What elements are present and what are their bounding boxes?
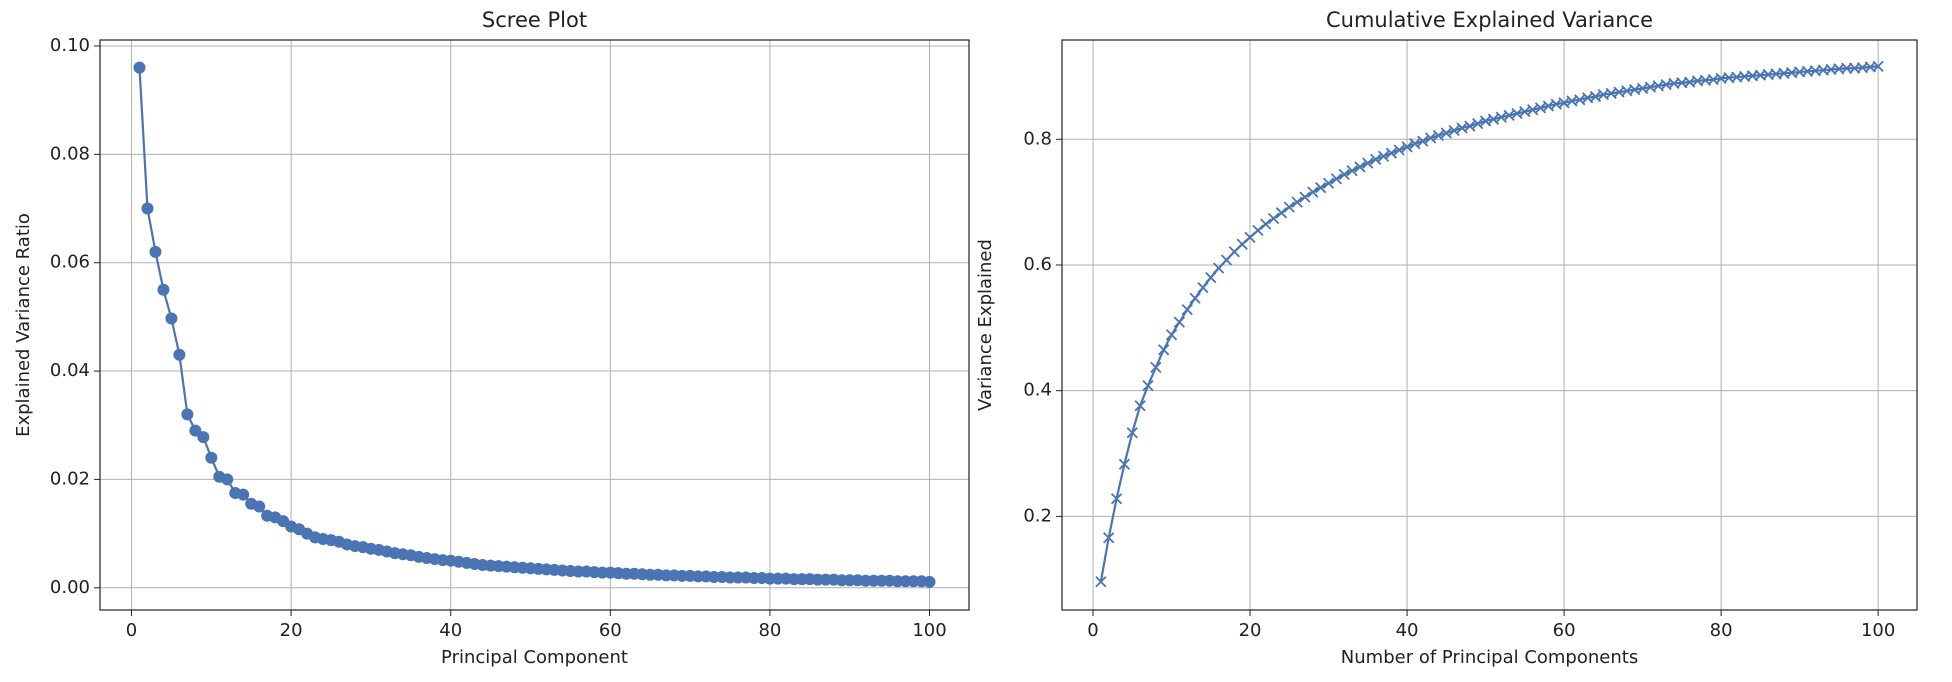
y-tick-label: 0.4 xyxy=(1023,380,1052,401)
data-point xyxy=(1424,132,1437,144)
data-point xyxy=(1260,218,1272,230)
y-tick-label: 0.2 xyxy=(1023,505,1052,526)
y-tick-label: 0.6 xyxy=(1023,254,1052,275)
x-tick-label: 0 xyxy=(1087,620,1098,641)
data-point xyxy=(1346,165,1358,177)
data-point xyxy=(181,408,194,421)
data-point xyxy=(1872,60,1884,73)
y-tick-label: 0.8 xyxy=(1023,128,1052,149)
data-point xyxy=(1322,177,1335,189)
data-point xyxy=(149,245,162,258)
data-point xyxy=(1252,224,1264,237)
y-tick-label: 0.10 xyxy=(50,35,90,56)
y-tick-label: 0.02 xyxy=(50,468,90,489)
data-point xyxy=(1401,141,1413,153)
data-point xyxy=(1417,135,1429,147)
data-point xyxy=(1095,576,1107,588)
data-point xyxy=(221,473,234,486)
data-point xyxy=(237,488,250,501)
data-point xyxy=(1440,127,1452,139)
y-tick-label: 0.08 xyxy=(50,143,90,164)
x-tick-label: 100 xyxy=(912,620,946,641)
data-point xyxy=(1158,344,1170,356)
x-tick-label: 60 xyxy=(599,620,622,641)
data-point xyxy=(1432,129,1445,142)
data-point xyxy=(1165,329,1178,341)
y-axis-label: Explained Variance Ratio xyxy=(13,213,34,437)
data-point xyxy=(1181,303,1193,316)
data-point xyxy=(1307,186,1319,198)
y-tick-label: 0.06 xyxy=(50,252,90,273)
data-point xyxy=(1197,281,1209,294)
data-point xyxy=(923,575,936,588)
data-point xyxy=(1299,191,1311,203)
data-point xyxy=(1385,147,1397,159)
x-axis-label: Principal Component xyxy=(441,647,628,668)
data-point xyxy=(1370,153,1382,166)
x-tick-label: 20 xyxy=(1239,620,1262,641)
x-tick-label: 40 xyxy=(439,620,462,641)
data-point xyxy=(1315,182,1327,194)
data-point xyxy=(1291,196,1303,208)
x-tick-label: 80 xyxy=(758,620,781,641)
data-point xyxy=(189,424,202,437)
data-point xyxy=(1283,201,1295,213)
data-point xyxy=(1409,138,1421,150)
data-point xyxy=(1205,271,1217,284)
data-point xyxy=(1103,532,1115,544)
x-tick-label: 20 xyxy=(280,620,303,641)
y-tick-label: 0.04 xyxy=(50,360,90,381)
x-tick-label: 0 xyxy=(126,620,137,641)
chart-title: Scree Plot xyxy=(482,8,587,32)
x-axis-label: Number of Principal Components xyxy=(1341,647,1638,668)
data-point xyxy=(1393,144,1405,156)
data-point xyxy=(1464,120,1476,132)
chart-title: Cumulative Explained Variance xyxy=(1326,8,1653,32)
series-line xyxy=(1099,65,1879,582)
x-tick-label: 40 xyxy=(1396,620,1419,641)
data-point xyxy=(141,202,154,215)
data-point xyxy=(1472,117,1484,130)
data-point xyxy=(1330,173,1343,185)
x-tick-label: 100 xyxy=(1861,620,1895,641)
data-point xyxy=(1126,427,1138,439)
data-point xyxy=(1377,150,1390,162)
data-point xyxy=(1448,124,1460,137)
data-point xyxy=(205,451,218,464)
data-point xyxy=(133,61,146,74)
x-tick-label: 80 xyxy=(1710,620,1733,641)
plot-frame xyxy=(99,39,970,611)
data-point xyxy=(1338,168,1350,181)
data-point xyxy=(1134,400,1146,412)
data-point xyxy=(197,431,210,444)
plot-frame xyxy=(1061,39,1918,611)
data-point xyxy=(1173,316,1186,328)
data-point xyxy=(1110,493,1123,505)
data-point xyxy=(157,283,170,296)
data-point xyxy=(1362,157,1374,169)
x-tick-label: 60 xyxy=(1553,620,1576,641)
data-point xyxy=(1354,161,1366,173)
y-axis-label: Variance Explained xyxy=(975,239,996,411)
y-tick-label: 0.00 xyxy=(50,577,90,598)
data-point xyxy=(1267,212,1280,225)
data-point xyxy=(1150,361,1162,374)
data-point xyxy=(1189,292,1201,304)
data-point xyxy=(165,312,178,325)
data-point xyxy=(173,348,186,361)
data-point xyxy=(1142,380,1154,392)
data-point xyxy=(1118,458,1131,470)
data-point xyxy=(1275,207,1288,219)
data-point xyxy=(253,500,266,513)
